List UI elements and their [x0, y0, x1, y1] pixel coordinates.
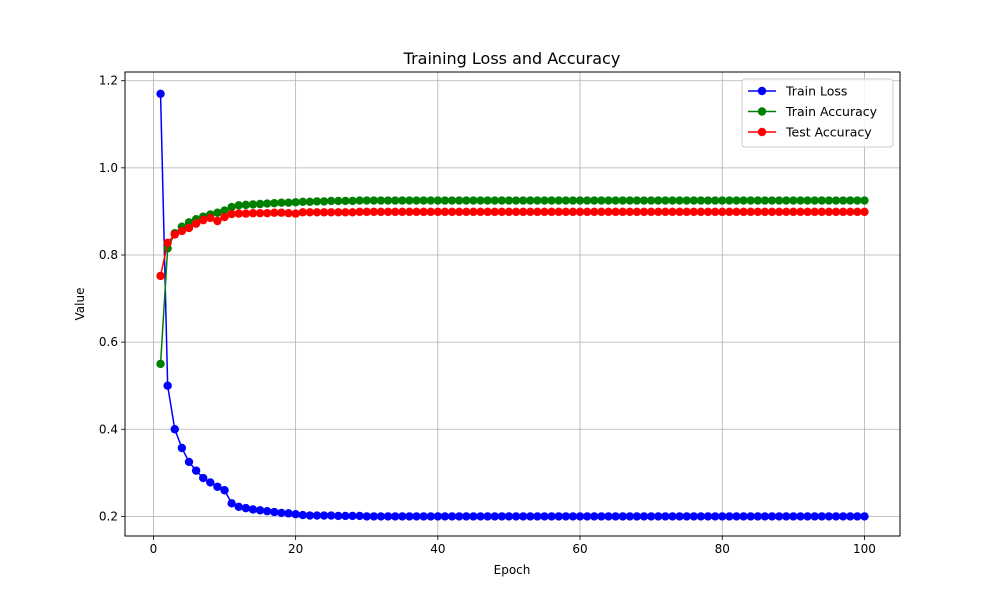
train-loss-point: [291, 510, 299, 518]
train-loss-point: [171, 425, 179, 433]
train-loss-point: [256, 506, 264, 514]
y-tick-label: 0.6: [99, 335, 118, 349]
train-loss-point: [220, 486, 228, 494]
test-accuracy-point: [163, 239, 171, 247]
y-tick-label: 0.2: [99, 509, 118, 523]
train-loss-point: [163, 381, 171, 389]
x-axis-label: Epoch: [494, 563, 531, 577]
train-loss-point: [249, 505, 257, 513]
train-loss-point: [206, 478, 214, 486]
train-loss-point: [284, 509, 292, 517]
chart-title: Training Loss and Accuracy: [403, 49, 621, 68]
x-tick-label: 0: [150, 542, 158, 556]
train-loss-point: [263, 507, 271, 515]
y-tick-label: 0.8: [99, 248, 118, 262]
x-tick-label: 80: [715, 542, 730, 556]
train-accuracy-point: [156, 360, 164, 368]
x-tick-label: 100: [853, 542, 876, 556]
x-tick-label: 40: [430, 542, 445, 556]
legend-label: Train Accuracy: [785, 104, 878, 119]
train-loss-point: [192, 466, 200, 474]
x-tick-label: 60: [572, 542, 587, 556]
legend-swatch-marker: [758, 87, 766, 95]
train-loss-point: [235, 503, 243, 511]
legend: Train Loss Train Accuracy Test Accuracy: [742, 79, 893, 147]
y-tick-label: 1.0: [99, 161, 118, 175]
test-accuracy-point: [291, 209, 299, 217]
train-loss-point: [270, 508, 278, 516]
train-loss-point: [178, 444, 186, 452]
train-loss-point: [860, 512, 868, 520]
test-accuracy-point: [192, 219, 200, 227]
legend-label: Train Loss: [785, 84, 847, 99]
legend-label: Test Accuracy: [785, 125, 872, 140]
train-accuracy-point: [860, 196, 868, 204]
legend-swatch-marker: [758, 128, 766, 136]
train-loss-point: [199, 474, 207, 482]
test-accuracy-point: [185, 224, 193, 232]
train-loss-point: [185, 458, 193, 466]
test-accuracy-point: [156, 272, 164, 280]
test-accuracy-point: [860, 208, 868, 216]
x-tick-label: 20: [288, 542, 303, 556]
train-loss-point: [242, 504, 250, 512]
train-loss-point: [156, 90, 164, 98]
test-accuracy-point: [199, 216, 207, 224]
train-loss-point: [227, 499, 235, 507]
test-accuracy-point: [213, 217, 221, 225]
train-accuracy-point: [213, 209, 221, 217]
y-tick-label: 0.4: [99, 422, 118, 436]
y-axis-label: Value: [73, 288, 87, 321]
legend-swatch-marker: [758, 107, 766, 115]
train-loss-point: [213, 483, 221, 491]
test-accuracy-point: [171, 230, 179, 238]
y-tick-label: 1.2: [99, 74, 118, 88]
